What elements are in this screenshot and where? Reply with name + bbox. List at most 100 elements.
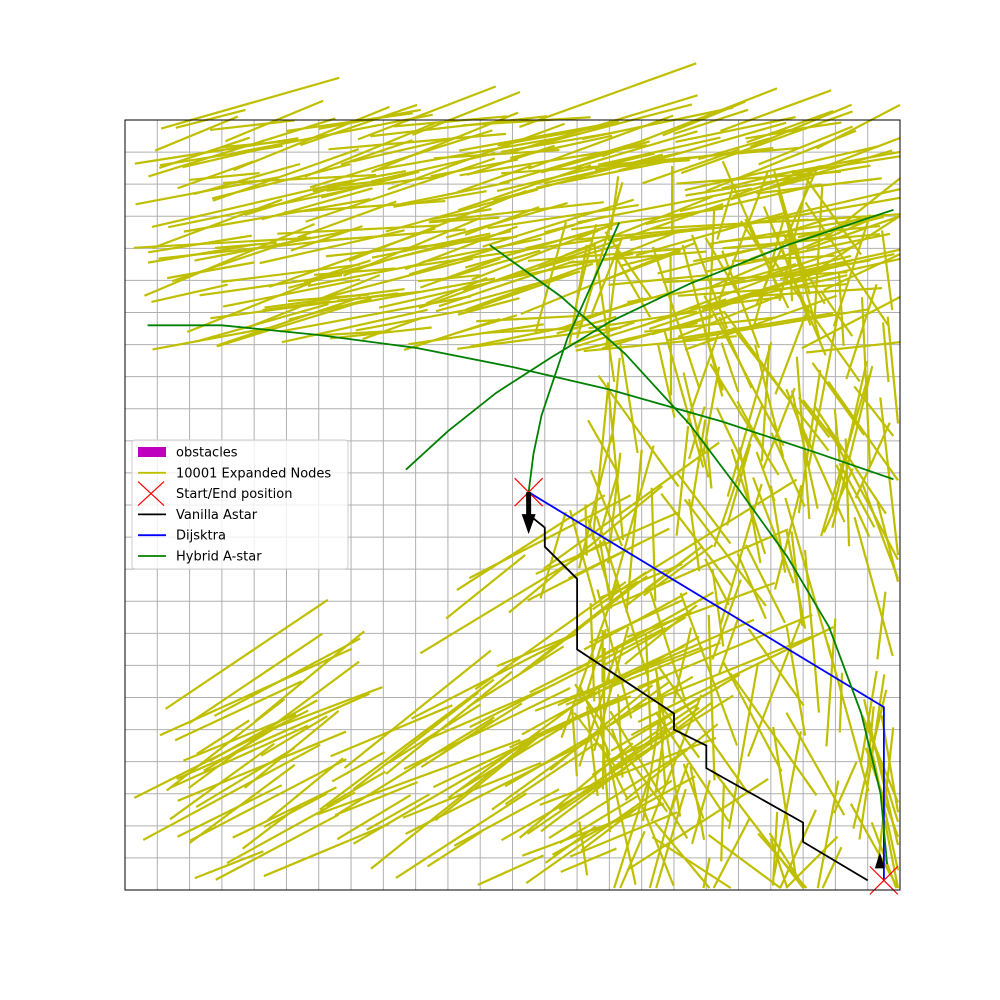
- expanded-node-edge: [601, 616, 687, 668]
- expanded-node-edge: [682, 372, 710, 478]
- expanded-node-edge: [147, 243, 257, 264]
- expanded-node-edge: [690, 234, 729, 329]
- expanded-node-edge: [557, 645, 686, 707]
- expanded-node-edge: [148, 234, 252, 254]
- expanded-node-edge: [645, 183, 821, 226]
- expanded-node-edge: [497, 122, 618, 147]
- expanded-node-edge: [558, 706, 700, 811]
- expanded-node-edge: [189, 758, 347, 842]
- expanded-node-edge: [844, 438, 851, 547]
- expanded-node-edge: [209, 119, 295, 132]
- expanded-node-edge: [746, 109, 834, 144]
- vanilla-astar-path: [527, 492, 869, 882]
- expanded-node-edge: [627, 555, 691, 606]
- expanded-node-edge: [853, 516, 894, 657]
- expanded-node-edge: [785, 712, 846, 816]
- expanded-node-edge: [336, 277, 496, 309]
- expanded-node-edge: [677, 294, 780, 338]
- expanded-node-edge: [576, 182, 624, 339]
- expanded-node-edge: [601, 87, 778, 158]
- expanded-node-edge: [772, 726, 797, 876]
- expanded-node-edge: [616, 259, 652, 318]
- expanded-node-edge: [334, 716, 495, 817]
- expanded-node-edge: [164, 598, 329, 710]
- expanded-node-edge: [434, 732, 544, 822]
- expanded-node-edge: [320, 170, 420, 199]
- expanded-node-edge: [432, 695, 624, 789]
- expanded-node-edge: [575, 591, 714, 671]
- expanded-node-edge: [641, 697, 664, 822]
- hybrid-astar-path: [147, 324, 894, 481]
- expanded-node-edge: [773, 248, 901, 279]
- expanded-node-edge: [263, 823, 390, 878]
- expanded-node-edge: [630, 686, 721, 737]
- expanded-node-edge: [501, 767, 627, 842]
- expanded-node-edge: [212, 148, 360, 202]
- legend-item: Start/End position: [137, 481, 292, 507]
- expanded-node-edge: [408, 223, 576, 276]
- expanded-node-edge: [385, 670, 513, 775]
- expanded-node-edge: [721, 160, 779, 288]
- expanded-node-edge: [177, 784, 283, 838]
- expanded-node-edge: [279, 295, 472, 333]
- expanded-node-edge: [681, 244, 724, 397]
- expanded-node-edge: [233, 105, 390, 172]
- expanded-node-edge: [684, 144, 880, 192]
- expanded-node-edge: [559, 795, 638, 844]
- expanded-node-edge: [707, 834, 782, 889]
- expanded-node-edge: [722, 310, 787, 397]
- legend: obstacles 10001 Expanded Nodes Start/End p…: [131, 439, 349, 570]
- expanded-node-edge: [194, 850, 264, 880]
- expanded-nodes: [133, 62, 901, 889]
- expanded-node-edge: [826, 643, 870, 792]
- expanded-node-edge: [428, 216, 500, 224]
- expanded-node-edge: [519, 62, 697, 129]
- expanded-node-edge: [477, 854, 545, 886]
- expanded-node-edge: [604, 231, 652, 298]
- expanded-node-edge: [176, 692, 370, 780]
- expanded-node-edge: [435, 270, 581, 313]
- expanded-node-edge: [658, 703, 701, 759]
- legend-label: Dijsktra: [176, 529, 226, 544]
- expanded-node-edge: [331, 751, 386, 783]
- expanded-node-edge: [716, 188, 734, 240]
- expanded-node-edge: [790, 531, 804, 626]
- expanded-node-edge: [777, 191, 821, 340]
- expanded-node-edge: [263, 792, 328, 828]
- expanded-node-edge: [336, 794, 412, 841]
- expanded-node-edge: [718, 616, 740, 674]
- expanded-node-edge: [575, 321, 698, 352]
- expanded-node-edge: [174, 680, 303, 742]
- expanded-node-edge: [690, 419, 707, 507]
- expanded-node-edge: [744, 544, 786, 624]
- expanded-node-edge: [784, 497, 834, 661]
- expanded-node-edge: [320, 330, 391, 337]
- expanded-node-edge: [305, 157, 496, 223]
- legend-item: Hybrid A-star: [138, 550, 262, 565]
- expanded-node-edge: [133, 236, 312, 249]
- expanded-node-edge: [703, 329, 724, 391]
- expanded-node-edge: [628, 478, 798, 585]
- expanded-node-edge: [772, 731, 802, 877]
- legend-item: obstacles: [138, 446, 238, 461]
- expanded-node-edge: [556, 315, 617, 335]
- expanded-node-edge: [535, 575, 648, 663]
- expanded-node-edge: [755, 451, 776, 502]
- expanded-node-edge: [297, 200, 397, 239]
- expanded-node-edge: [388, 703, 482, 764]
- expanded-node-edge: [597, 136, 721, 166]
- hybrid-astar-path: [405, 208, 894, 471]
- legend-label: Vanilla Astar: [176, 508, 258, 523]
- expanded-node-edge: [736, 553, 767, 620]
- expanded-node-edge: [711, 768, 804, 889]
- expanded-node-edge: [456, 494, 606, 591]
- expanded-node-edge: [720, 89, 832, 132]
- expanded-node-edge: [773, 171, 811, 295]
- expanded-node-edge: [419, 540, 606, 655]
- expanded-node-edge: [837, 273, 845, 346]
- expanded-node-edge: [660, 492, 732, 586]
- expanded-node-edge: [243, 710, 340, 789]
- expanded-node-edge: [797, 396, 831, 439]
- expanded-node-edge: [675, 471, 732, 545]
- expanded-node-edge: [655, 788, 687, 889]
